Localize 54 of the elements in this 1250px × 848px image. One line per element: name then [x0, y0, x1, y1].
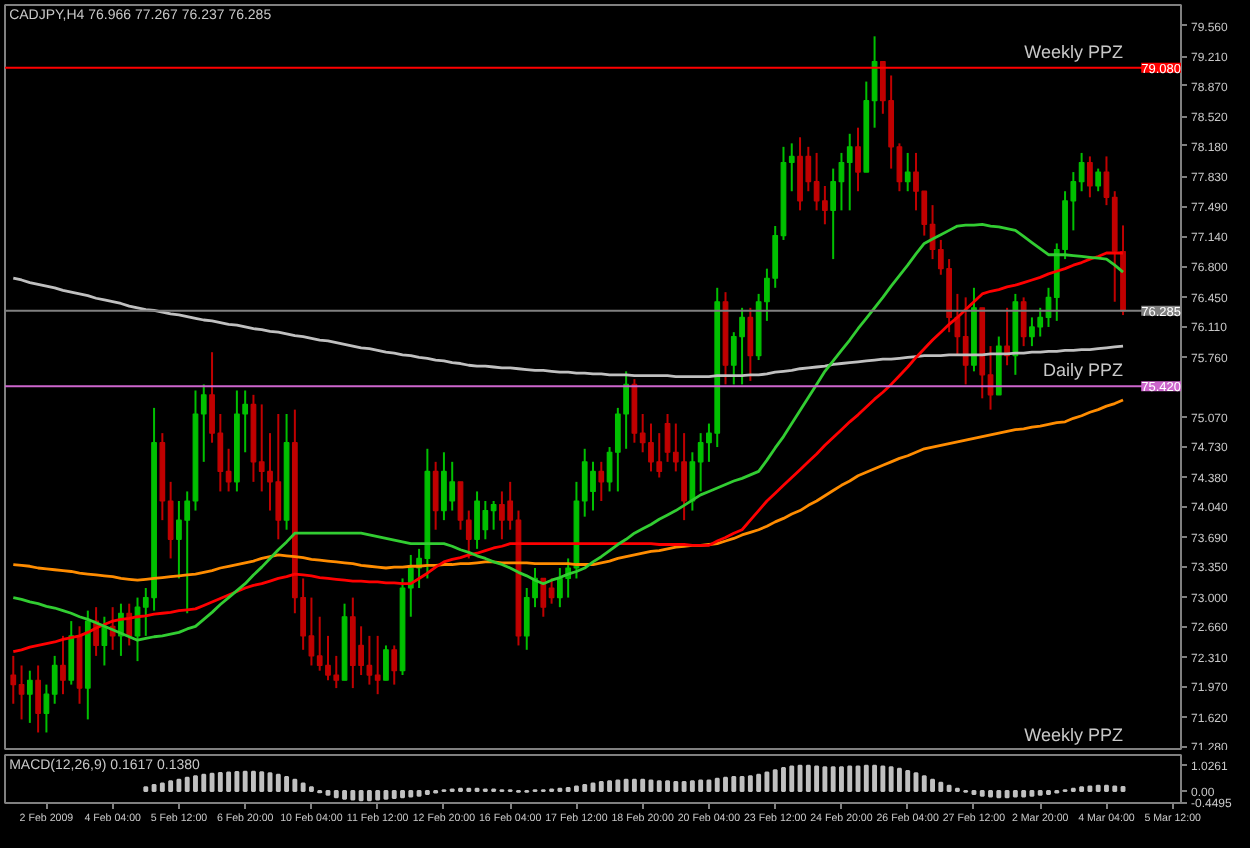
candlestick — [374, 634, 381, 696]
candlestick — [499, 490, 505, 541]
candlestick — [308, 596, 315, 667]
candlestick — [1078, 151, 1085, 193]
candlestick — [482, 500, 489, 541]
candlestick — [60, 634, 66, 696]
candlestick — [383, 644, 389, 682]
candlestick — [1020, 296, 1027, 348]
candlestick — [176, 500, 182, 580]
candlestick — [474, 490, 480, 550]
candlestick — [432, 460, 439, 531]
candlestick — [813, 151, 820, 212]
candlestick — [681, 432, 687, 522]
candlestick — [449, 460, 456, 512]
candlestick — [258, 403, 265, 493]
candlestick — [797, 136, 803, 212]
candlestick — [1029, 316, 1035, 348]
candlestick — [822, 185, 828, 226]
candlestick — [316, 615, 323, 672]
candlestick — [805, 145, 812, 193]
candlestick — [441, 451, 447, 522]
candlestick — [598, 460, 605, 502]
candlestick — [325, 634, 331, 682]
candlestick — [656, 432, 663, 479]
candlestick — [590, 460, 596, 512]
candlestick — [962, 296, 969, 386]
candlestick — [557, 567, 563, 609]
candlestick — [101, 615, 108, 667]
candlestick — [830, 167, 837, 261]
candlestick — [648, 422, 654, 473]
candlestick — [333, 654, 340, 690]
candlestick — [35, 664, 41, 734]
candlestick — [747, 306, 754, 382]
candlestick — [10, 654, 17, 705]
candlestick — [275, 412, 282, 541]
candlestick — [391, 644, 398, 686]
candlestick — [540, 577, 547, 618]
candlestick — [846, 132, 853, 212]
annotation: Weekly PPZ — [1024, 725, 1125, 745]
candlestick — [18, 664, 25, 721]
candlestick — [904, 151, 911, 193]
candlestick — [739, 306, 745, 386]
candlestick — [548, 577, 555, 605]
line-series — [11, 276, 1125, 378]
candlestick — [623, 370, 629, 450]
ref-line-label: Daily PPZ — [1043, 360, 1125, 381]
candlestick — [26, 669, 33, 724]
candlestick — [1087, 155, 1093, 199]
candlestick — [490, 500, 497, 531]
ref-line-label: Weekly PPZ — [1024, 41, 1125, 62]
candlestick — [68, 620, 75, 686]
candlestick — [366, 634, 373, 686]
candlestick — [855, 126, 861, 193]
candlestick — [1095, 167, 1102, 193]
